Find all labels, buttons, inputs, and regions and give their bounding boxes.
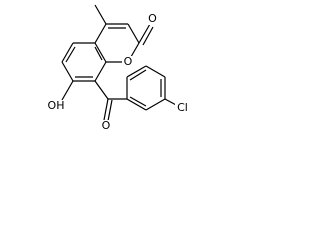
label-bg <box>46 100 66 112</box>
bond <box>129 69 147 81</box>
atom-label: O <box>124 55 133 68</box>
structure-diagram: O O OH O Cl <box>46 4 190 132</box>
bond <box>107 99 113 122</box>
bond <box>94 80 109 100</box>
bond <box>126 65 147 78</box>
bond <box>94 46 103 61</box>
bond <box>94 61 107 82</box>
label-bg <box>100 120 112 132</box>
bond <box>61 80 74 101</box>
bond <box>103 98 109 121</box>
bond <box>145 98 166 111</box>
bonds <box>61 4 179 122</box>
bond <box>94 4 107 25</box>
bond <box>61 61 74 82</box>
bond <box>94 23 107 44</box>
atom-label: O <box>102 119 111 132</box>
label-bg <box>175 102 190 114</box>
bond <box>65 46 76 63</box>
bond <box>142 26 154 46</box>
bond <box>145 65 166 78</box>
bond <box>138 23 151 44</box>
bond <box>129 96 147 107</box>
atom-label: O <box>148 12 157 25</box>
bond <box>61 42 74 63</box>
atom-label: OH <box>48 99 65 112</box>
bond <box>127 23 140 44</box>
atom-labels: O O OH O Cl <box>46 12 190 132</box>
label-bg <box>147 13 158 25</box>
bond <box>94 42 107 63</box>
bond <box>126 98 147 111</box>
atom-label: Cl <box>177 101 188 114</box>
label-bg <box>122 56 134 68</box>
